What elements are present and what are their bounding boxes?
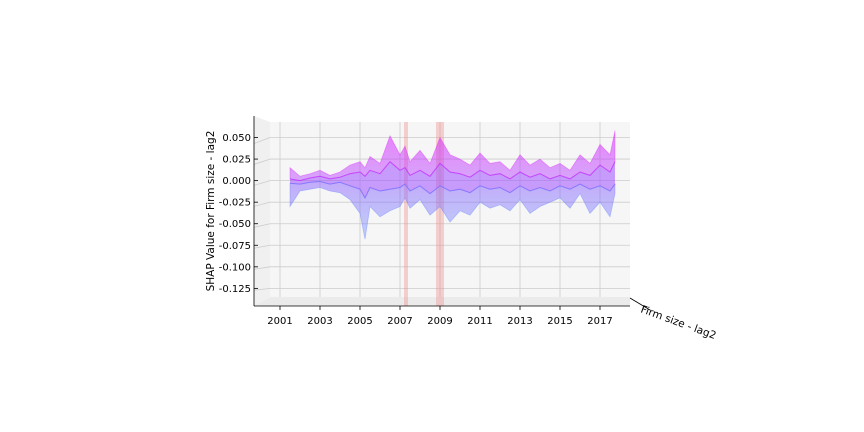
grid-line-y-wall	[253, 266, 271, 270]
x-tick-label: 2015	[547, 316, 572, 327]
grid-line-y-wall	[253, 223, 271, 228]
grid-line-y-wall	[253, 244, 271, 249]
y-tick-label: 0.050	[222, 133, 251, 144]
left-wall	[254, 116, 270, 306]
axes	[253, 116, 630, 307]
x-tick-label: 2013	[507, 316, 532, 327]
depth-axis-line	[629, 297, 651, 311]
series	[289, 130, 616, 240]
x-tick-label: 2009	[427, 316, 452, 327]
x-tick-label: 2007	[387, 316, 412, 327]
grid-line-y-wall	[253, 287, 271, 291]
series-line-low	[289, 180, 616, 199]
grid-line-y-wall	[253, 158, 271, 165]
vertical-band	[436, 122, 444, 306]
y-tick-label: -0.075	[219, 241, 251, 252]
grid-line-y-wall	[253, 137, 271, 144]
y-axis-title: SHAP Value for Firm size - lag2	[205, 131, 217, 292]
y-tick-label: 0.025	[222, 155, 251, 166]
y-tick-label: -0.100	[219, 262, 251, 273]
y-ticks: 0.050 0.025 0.000 -0.025 -0.050 -0.075 -0.100 -…	[219, 133, 258, 295]
grid-line-y-wall	[253, 180, 271, 186]
x-tick-label: 2005	[347, 316, 372, 327]
depth-axis: Firm size - lag2	[629, 297, 718, 342]
y-tick-label: 0.000	[222, 176, 251, 187]
vertical-band	[404, 122, 408, 306]
series-line-high	[289, 160, 616, 182]
depth-axis-title: Firm size - lag2	[639, 304, 718, 342]
x-ticks: 2001 2003 2005 2007 2009 2011 2013 2015 2017	[267, 306, 613, 327]
y-tick-label: -0.050	[219, 219, 251, 230]
floor-pane	[254, 297, 630, 306]
y-tick-label: -0.125	[219, 284, 251, 295]
x-tick-label: 2003	[307, 316, 332, 327]
vertical-bands	[404, 122, 444, 306]
y-tick-label: -0.025	[219, 198, 251, 209]
x-tick-label: 2011	[467, 316, 492, 327]
x-tick-label: 2017	[587, 316, 612, 327]
grid-line-y-wall	[253, 201, 271, 207]
x-tick-label: 2001	[267, 316, 292, 327]
